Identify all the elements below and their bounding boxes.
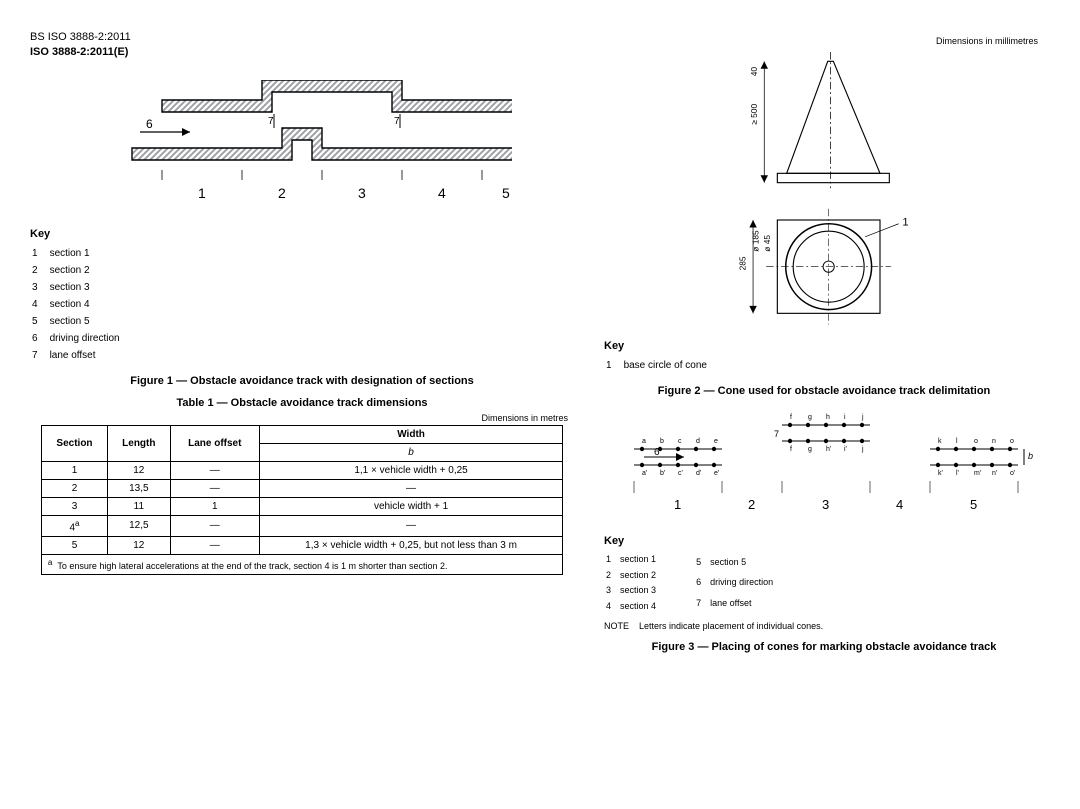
svg-text:5: 5 xyxy=(970,497,977,512)
fig3-key-list: 1 section 1 2section 2 3section 3 4secti… xyxy=(604,551,1044,615)
figure-2: ≥ 500 40 285 xyxy=(604,52,1044,332)
svg-text:3: 3 xyxy=(358,185,366,201)
svg-text:7: 7 xyxy=(774,429,779,439)
th-length: Length xyxy=(108,425,170,461)
svg-text:4: 4 xyxy=(896,497,903,512)
svg-text:l: l xyxy=(956,438,958,445)
table-1-caption: Table 1 — Obstacle avoidance track dimen… xyxy=(30,397,574,409)
svg-text:2: 2 xyxy=(278,185,286,201)
svg-text:b': b' xyxy=(660,470,665,477)
svg-text:i': i' xyxy=(844,446,847,453)
svg-text:≥ 500: ≥ 500 xyxy=(749,104,759,125)
svg-text:f: f xyxy=(790,414,792,421)
svg-text:k: k xyxy=(938,438,942,445)
svg-text:1: 1 xyxy=(674,497,681,512)
doc-id-line1: BS ISO 3888-2:2011 xyxy=(30,30,574,45)
svg-text:o': o' xyxy=(1010,470,1015,477)
svg-text:m': m' xyxy=(974,470,981,477)
table-1-footnote: a To ensure high lateral accelerations a… xyxy=(41,555,562,575)
svg-text:5: 5 xyxy=(502,185,510,201)
svg-text:h: h xyxy=(826,414,830,421)
fig1-key-heading: Key xyxy=(30,228,574,240)
table-row: 512—1,3 × vehicle width + 0,25, but not … xyxy=(41,537,562,555)
svg-text:1: 1 xyxy=(198,185,206,201)
figure-1-caption: Figure 1 — Obstacle avoidance track with… xyxy=(30,375,574,387)
th-width-sub: b xyxy=(259,443,562,461)
th-laneoffset: Lane offset xyxy=(170,425,259,461)
table-row: 213,5—— xyxy=(41,479,562,497)
figure-3-svg: f g h i j f g h' i' j 7 xyxy=(614,407,1034,527)
svg-text:6: 6 xyxy=(654,447,660,458)
svg-text:n: n xyxy=(992,438,996,445)
figure-2-caption: Figure 2 — Cone used for obstacle avoida… xyxy=(604,385,1044,397)
table-1: Section Length Lane offset Width b 112—1… xyxy=(41,425,563,575)
right-column: Dimensions in millimetres ≥ 500 40 xyxy=(594,0,1080,809)
th-width: Width xyxy=(259,425,562,443)
figure-3-note: NOTE Letters indicate placement of indiv… xyxy=(604,621,1044,631)
fig1-label-6: 6 xyxy=(146,117,153,131)
svg-text:g: g xyxy=(808,414,812,421)
svg-text:285: 285 xyxy=(738,256,748,270)
table-row: 112—1,1 × vehicle width + 0,25 xyxy=(41,461,562,479)
svg-text:o: o xyxy=(974,438,978,445)
svg-text:h': h' xyxy=(826,446,831,453)
figure-1-svg: 6 7 7 b 1 xyxy=(92,80,512,220)
fig2-key-heading: Key xyxy=(604,340,1044,352)
dim-note-mm: Dimensions in millimetres xyxy=(604,36,1038,46)
svg-text:a: a xyxy=(642,438,646,445)
table-row: 4a12,5—— xyxy=(41,515,562,536)
svg-text:i: i xyxy=(844,414,846,421)
svg-text:f: f xyxy=(790,446,792,453)
figure-1: 6 7 7 b 1 xyxy=(30,80,574,220)
document-id: BS ISO 3888-2:2011 ISO 3888-2:2011(E) xyxy=(30,30,574,60)
svg-text:b: b xyxy=(1028,451,1033,461)
svg-text:40: 40 xyxy=(749,67,759,77)
svg-text:e: e xyxy=(714,438,718,445)
svg-text:a': a' xyxy=(642,470,647,477)
svg-text:ø 185: ø 185 xyxy=(751,230,761,252)
svg-text:ø 45: ø 45 xyxy=(762,235,772,252)
fig2-key-list: 1base circle of cone xyxy=(604,356,719,375)
left-column: BS ISO 3888-2:2011 ISO 3888-2:2011(E) xyxy=(0,0,594,809)
svg-text:j: j xyxy=(861,446,864,453)
fig1-key-list: 1section 1 2section 2 3section 3 4sectio… xyxy=(30,244,132,365)
svg-text:n': n' xyxy=(992,470,997,477)
svg-text:2: 2 xyxy=(748,497,755,512)
table-1-dim-note: Dimensions in metres xyxy=(30,413,568,423)
svg-text:1: 1 xyxy=(902,217,908,229)
table-1-body: 112—1,1 × vehicle width + 0,25 213,5—— 3… xyxy=(41,461,562,554)
svg-text:e': e' xyxy=(714,470,719,477)
svg-text:g: g xyxy=(808,446,812,453)
fig3-key-heading: Key xyxy=(604,535,1044,547)
fig1-label-7b: 7 xyxy=(394,116,400,127)
table-row: 3111vehicle width + 1 xyxy=(41,497,562,515)
svg-text:k': k' xyxy=(938,470,943,477)
svg-text:4: 4 xyxy=(438,185,446,201)
svg-text:c': c' xyxy=(678,470,683,477)
svg-text:d: d xyxy=(696,438,700,445)
figure-3: f g h i j f g h' i' j 7 xyxy=(604,407,1044,527)
svg-text:3: 3 xyxy=(822,497,829,512)
doc-id-line2: ISO 3888-2:2011(E) xyxy=(30,45,574,60)
svg-text:l': l' xyxy=(956,470,959,477)
svg-text:o: o xyxy=(1010,438,1014,445)
figure-2-svg: ≥ 500 40 285 xyxy=(694,52,954,332)
th-section: Section xyxy=(41,425,107,461)
svg-text:c: c xyxy=(678,438,682,445)
fig1-section-row: 1 2 3 4 5 xyxy=(162,170,512,201)
svg-text:b: b xyxy=(660,438,664,445)
fig1-label-7a: 7 xyxy=(268,116,274,127)
svg-text:d': d' xyxy=(696,470,701,477)
svg-text:j: j xyxy=(861,414,864,421)
figure-3-caption: Figure 3 — Placing of cones for marking … xyxy=(604,641,1044,653)
